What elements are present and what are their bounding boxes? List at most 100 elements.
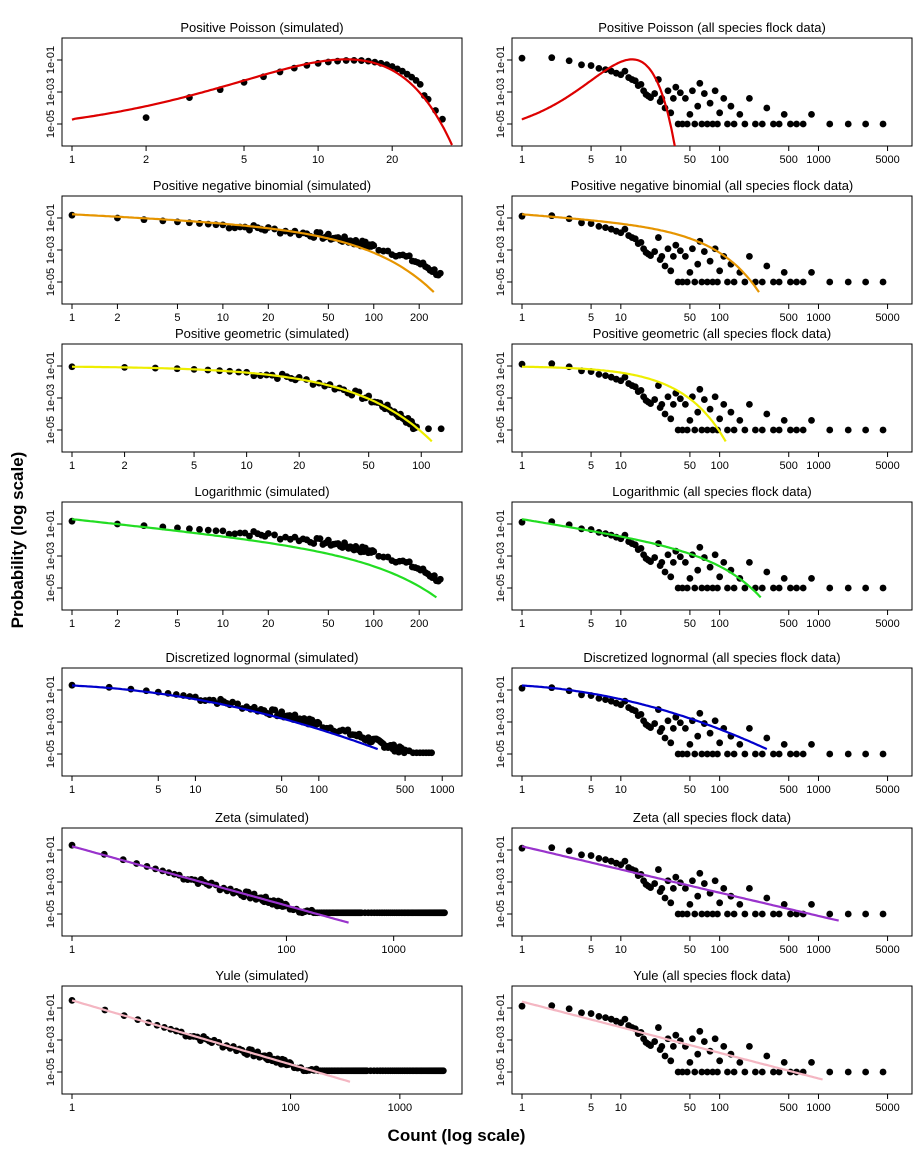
data-point — [595, 64, 603, 72]
data-point — [703, 584, 711, 592]
data-point — [229, 698, 236, 706]
data-point — [661, 1052, 669, 1060]
panel-13: Yule (simulated) 1e-05 1e-03 1e-01 1 100 1000 — [45, 968, 463, 1114]
data-point — [669, 1042, 677, 1050]
data-point — [436, 575, 444, 583]
data-point — [637, 238, 645, 246]
panel-2: Positive Poisson (all species flock data… — [495, 20, 913, 166]
x-tick-label: 20 — [293, 460, 305, 472]
x-axis-label: Count (log scale) — [387, 1126, 526, 1145]
data-point — [370, 548, 378, 555]
data-point — [651, 90, 659, 97]
data-point — [727, 102, 735, 110]
data-point — [793, 750, 800, 758]
data-point — [736, 1058, 744, 1066]
y-tick-label: 1e-03 — [495, 1026, 507, 1054]
data-point — [758, 750, 766, 758]
y-tick-label: 1e-01 — [495, 994, 507, 1022]
y-tick-label: 1e-01 — [45, 510, 57, 538]
data-point — [775, 278, 783, 286]
data-point — [661, 894, 669, 902]
data-point — [724, 584, 731, 592]
data-point — [844, 278, 852, 286]
data-point — [696, 869, 704, 877]
data-point — [758, 426, 766, 434]
data-point — [752, 750, 759, 758]
data-point — [700, 880, 708, 887]
data-point — [826, 426, 834, 434]
x-tick-label: 500 — [780, 784, 798, 796]
data-point — [683, 584, 691, 592]
data-point — [780, 740, 788, 748]
data-points — [68, 841, 448, 917]
data-point — [775, 426, 783, 434]
data-point — [706, 405, 714, 413]
x-tick-label: 100 — [365, 618, 383, 630]
data-point — [679, 1068, 686, 1076]
x-tick-label: 5 — [588, 154, 594, 166]
x-tick-label: 1 — [69, 1102, 75, 1114]
data-point — [799, 120, 807, 128]
panel-10: Discretized lognormal (all species flock… — [495, 650, 913, 796]
data-point — [793, 278, 800, 286]
data-point — [862, 426, 870, 434]
data-point — [808, 416, 815, 424]
data-point — [441, 909, 448, 917]
data-point — [667, 267, 675, 275]
data-point — [669, 400, 677, 408]
data-point — [780, 268, 788, 276]
data-point — [746, 252, 753, 260]
data-point — [826, 584, 834, 592]
data-point — [720, 884, 728, 892]
data-point — [826, 910, 834, 918]
data-point — [587, 220, 595, 227]
data-point — [276, 229, 284, 237]
x-tick-label: 100 — [710, 944, 728, 956]
panel-title: Positive Poisson (all species flock data… — [598, 20, 826, 35]
x-tick-label: 5 — [588, 460, 594, 472]
data-point — [212, 527, 220, 535]
panel-title: Positive negative binomial (all species … — [571, 178, 854, 193]
x-tick-label: 200 — [410, 618, 428, 630]
data-point — [716, 739, 724, 747]
x-tick-label: 10 — [217, 618, 229, 630]
data-point — [655, 382, 662, 389]
y-tick-label: 1e-05 — [45, 740, 57, 768]
data-point — [667, 899, 675, 907]
fit-line — [71, 365, 433, 443]
data-point — [681, 724, 689, 732]
data-point — [595, 694, 603, 702]
data-point — [793, 120, 800, 128]
data-points — [68, 211, 444, 279]
x-tick-label: 1000 — [806, 784, 830, 796]
data-point — [691, 278, 699, 286]
data-point — [758, 278, 766, 286]
x-tick-label: 500 — [396, 784, 414, 796]
data-point — [437, 425, 445, 433]
data-point — [405, 558, 413, 566]
data-point — [736, 900, 744, 908]
panel-title: Yule (all species flock data) — [633, 968, 791, 983]
x-tick-label: 10 — [615, 784, 627, 796]
x-tick-label: 100 — [277, 944, 295, 956]
x-tick-label: 1000 — [806, 154, 830, 166]
x-tick-label: 10 — [312, 154, 324, 166]
data-point — [741, 278, 749, 286]
x-tick-label: 500 — [780, 312, 798, 324]
data-point — [68, 996, 76, 1004]
data-point — [730, 750, 738, 758]
x-tick-label: 100 — [310, 784, 328, 796]
data-point — [689, 877, 696, 885]
data-point — [770, 750, 777, 758]
data-point — [602, 224, 609, 232]
data-point — [826, 750, 834, 758]
x-tick-label: 500 — [780, 460, 798, 472]
data-point — [664, 717, 672, 725]
data-point — [672, 241, 680, 249]
data-point — [780, 110, 788, 118]
data-point — [683, 426, 691, 434]
data-point — [698, 910, 706, 918]
fit-line — [521, 518, 762, 599]
data-point — [714, 278, 721, 286]
data-point — [698, 584, 706, 592]
